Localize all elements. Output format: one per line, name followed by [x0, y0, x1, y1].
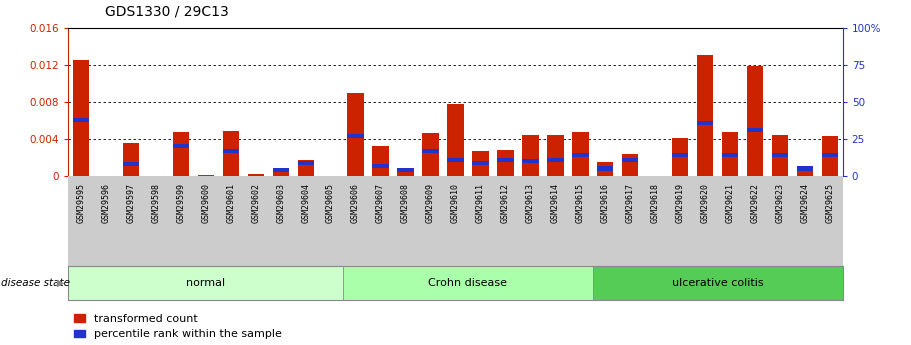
Bar: [773, 153, 788, 157]
Bar: [697, 120, 713, 125]
Bar: [473, 160, 488, 165]
Text: GSM29606: GSM29606: [351, 183, 360, 223]
Bar: [572, 153, 589, 157]
Text: GSM29624: GSM29624: [801, 183, 810, 223]
Text: GDS1330 / 29C13: GDS1330 / 29C13: [105, 5, 229, 19]
Bar: [423, 133, 438, 176]
Bar: [123, 142, 138, 176]
Text: GSM29604: GSM29604: [302, 183, 310, 223]
Text: GSM29608: GSM29608: [401, 183, 410, 223]
Text: GSM29603: GSM29603: [276, 183, 285, 223]
Text: GSM29601: GSM29601: [226, 183, 235, 223]
Text: GSM29609: GSM29609: [426, 183, 435, 223]
Bar: [672, 138, 689, 176]
Bar: [272, 168, 289, 172]
Text: Crohn disease: Crohn disease: [428, 278, 507, 288]
Text: GSM29621: GSM29621: [726, 183, 735, 223]
Text: GSM29602: GSM29602: [251, 183, 261, 223]
Text: GSM29617: GSM29617: [626, 183, 635, 223]
Bar: [497, 149, 514, 176]
Bar: [797, 168, 814, 176]
Bar: [622, 154, 639, 176]
Text: GSM29616: GSM29616: [601, 183, 609, 223]
Text: GSM29619: GSM29619: [676, 183, 685, 223]
Text: GSM29595: GSM29595: [77, 183, 86, 223]
Bar: [198, 175, 214, 176]
Bar: [397, 168, 414, 172]
Text: GSM29607: GSM29607: [376, 183, 385, 223]
Bar: [747, 66, 763, 176]
Bar: [598, 167, 613, 170]
Bar: [423, 149, 438, 153]
Legend: transformed count, percentile rank within the sample: transformed count, percentile rank withi…: [74, 314, 281, 339]
Bar: [172, 132, 189, 176]
Bar: [722, 153, 739, 157]
Bar: [822, 136, 838, 176]
Text: GSM29597: GSM29597: [127, 183, 135, 223]
Bar: [222, 130, 239, 176]
Text: ulcerative colitis: ulcerative colitis: [672, 278, 763, 288]
Bar: [522, 135, 538, 176]
Bar: [622, 158, 639, 162]
Bar: [548, 158, 564, 162]
Bar: [447, 104, 464, 176]
Bar: [68, 266, 343, 300]
Bar: [593, 266, 843, 300]
Text: GSM29605: GSM29605: [326, 183, 335, 223]
Bar: [822, 153, 838, 157]
Bar: [373, 164, 389, 168]
Text: GSM29622: GSM29622: [751, 183, 760, 223]
Bar: [123, 162, 138, 166]
Bar: [548, 135, 564, 176]
Bar: [248, 174, 264, 176]
Text: GSM29615: GSM29615: [576, 183, 585, 223]
Bar: [298, 160, 313, 165]
Text: GSM29612: GSM29612: [501, 183, 510, 223]
Text: ▶: ▶: [57, 278, 65, 288]
Text: GSM29610: GSM29610: [451, 183, 460, 223]
Bar: [347, 92, 363, 176]
Bar: [222, 149, 239, 153]
Bar: [497, 158, 514, 162]
Bar: [172, 144, 189, 148]
Text: GSM29599: GSM29599: [176, 183, 185, 223]
Bar: [598, 162, 613, 176]
Bar: [347, 134, 363, 138]
Bar: [73, 60, 89, 176]
Bar: [747, 128, 763, 132]
Bar: [73, 118, 89, 122]
Bar: [797, 167, 814, 170]
Bar: [272, 169, 289, 176]
Text: GSM29598: GSM29598: [151, 183, 160, 223]
Bar: [572, 132, 589, 176]
Text: normal: normal: [186, 278, 225, 288]
Text: GSM29613: GSM29613: [526, 183, 535, 223]
Bar: [722, 132, 739, 176]
Bar: [343, 266, 593, 300]
Bar: [397, 169, 414, 176]
Text: GSM29611: GSM29611: [476, 183, 485, 223]
Bar: [447, 158, 464, 162]
Bar: [373, 146, 389, 176]
Text: GSM29596: GSM29596: [101, 183, 110, 223]
Text: disease state: disease state: [1, 278, 70, 288]
Bar: [672, 153, 689, 157]
Bar: [473, 151, 488, 176]
Bar: [697, 56, 713, 176]
Bar: [298, 160, 313, 176]
Text: GSM29614: GSM29614: [551, 183, 560, 223]
Text: GSM29620: GSM29620: [701, 183, 710, 223]
Bar: [773, 135, 788, 176]
Bar: [522, 159, 538, 163]
Text: GSM29625: GSM29625: [825, 183, 834, 223]
Text: GSM29618: GSM29618: [650, 183, 660, 223]
Text: GSM29600: GSM29600: [201, 183, 210, 223]
Text: GSM29623: GSM29623: [776, 183, 784, 223]
